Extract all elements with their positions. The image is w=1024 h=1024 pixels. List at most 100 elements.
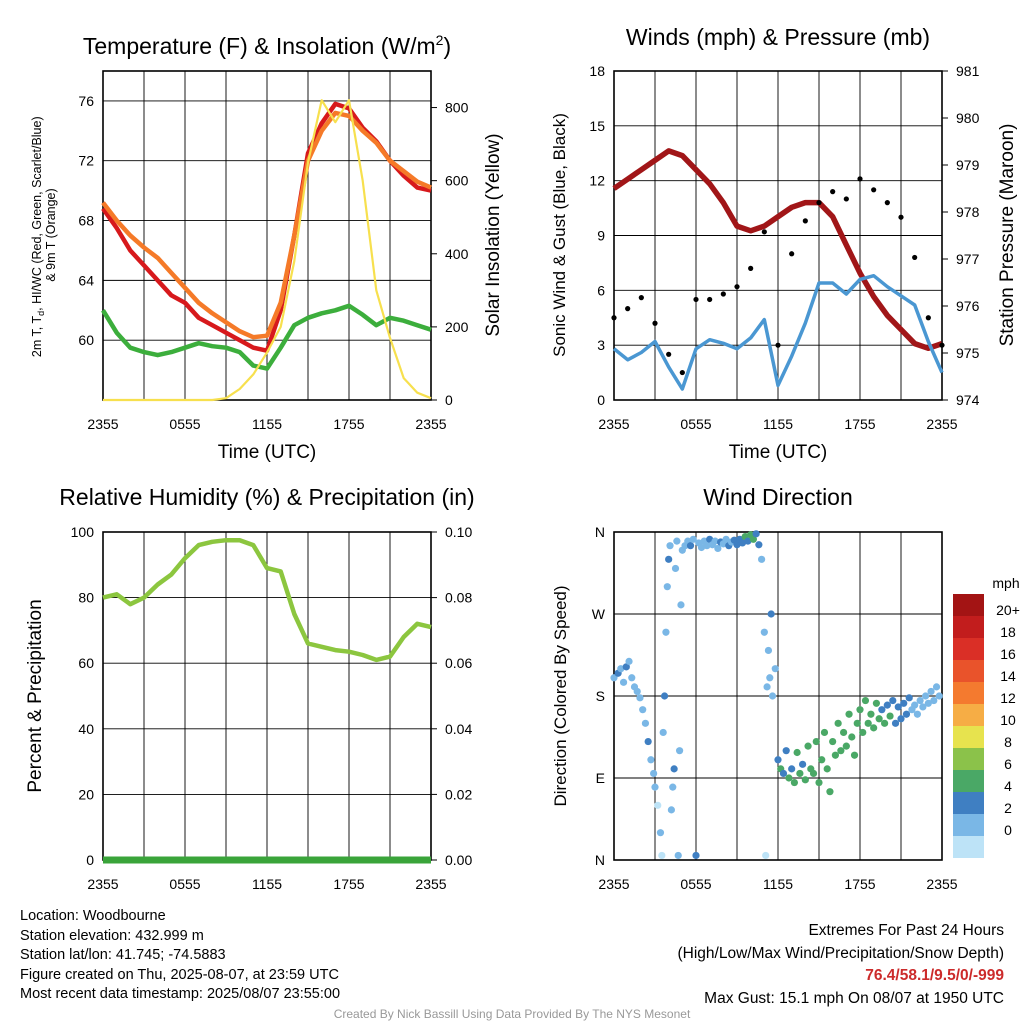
direction-point bbox=[782, 747, 790, 755]
direction-point bbox=[636, 694, 644, 702]
direction-point bbox=[722, 535, 730, 543]
direction-point bbox=[628, 674, 636, 682]
direction-point bbox=[790, 778, 799, 787]
panel-1-axes: 60 64 68 72 76 0 200 400 600 800 2355 0555 1155 1755 2… bbox=[78, 70, 469, 432]
direction-point bbox=[733, 541, 741, 549]
direction-point bbox=[834, 719, 842, 727]
direction-point bbox=[935, 692, 943, 700]
max-gust-text: Max Gust: 15.1 mph On 08/07 at 1950 UTC bbox=[704, 989, 1004, 1007]
panel1-xlabel: Time (UTC) bbox=[218, 442, 317, 463]
direction-point bbox=[752, 530, 760, 538]
panel2-title: Winds (mph) & Pressure (mb) bbox=[626, 24, 930, 50]
gust-point bbox=[638, 295, 644, 301]
direction-point bbox=[703, 542, 711, 550]
y-tick-label: 0 bbox=[86, 852, 94, 868]
y-tick-label: 80 bbox=[78, 590, 94, 606]
direction-point bbox=[932, 683, 941, 691]
series-rh bbox=[102, 537, 432, 663]
y2-tick-label: 977 bbox=[956, 251, 980, 267]
recent-text: Most recent data timestamp: 2025/08/07 2… bbox=[20, 986, 341, 1002]
direction-point bbox=[818, 756, 826, 764]
direction-point bbox=[875, 715, 883, 723]
direction-point bbox=[647, 756, 655, 764]
direction-point bbox=[671, 564, 680, 573]
direction-point bbox=[764, 646, 773, 655]
legend-label: 8 bbox=[1004, 734, 1012, 750]
direction-point bbox=[669, 783, 677, 791]
x-tick-label: 1755 bbox=[844, 416, 875, 432]
legend-swatch bbox=[953, 814, 984, 836]
gust-point bbox=[898, 214, 904, 220]
gust-point bbox=[871, 187, 877, 193]
y2-tick-label: 975 bbox=[956, 345, 980, 361]
legend-swatch bbox=[953, 616, 984, 638]
gust-point bbox=[939, 342, 945, 348]
gust-point bbox=[925, 315, 931, 321]
x-tick-label: 2355 bbox=[926, 876, 957, 892]
direction-point bbox=[870, 724, 878, 732]
gust-point bbox=[734, 284, 740, 290]
y2-tick-label: 981 bbox=[956, 63, 980, 79]
y-tick-label: 18 bbox=[589, 63, 605, 79]
series-dewpoint bbox=[101, 303, 432, 371]
location-text: Location: Woodbourne bbox=[20, 908, 166, 924]
y2-tick-label: 200 bbox=[445, 319, 469, 335]
x-tick-label: 2355 bbox=[87, 416, 118, 432]
direction-point bbox=[924, 699, 932, 707]
y-tick-label: 68 bbox=[78, 213, 94, 229]
gust-point bbox=[761, 229, 767, 235]
direction-point bbox=[768, 692, 777, 700]
y-tick-label: 60 bbox=[78, 655, 94, 671]
direction-point bbox=[927, 687, 935, 696]
x-tick-label: 2355 bbox=[598, 416, 629, 432]
x-tick-label: 1155 bbox=[763, 876, 793, 892]
x-tick-label: 0555 bbox=[169, 416, 200, 432]
legend-label: 4 bbox=[1004, 778, 1012, 794]
y2-tick-label: 0.00 bbox=[445, 852, 472, 868]
legend-swatch bbox=[953, 660, 984, 682]
gust-point bbox=[830, 189, 836, 195]
direction-point bbox=[859, 728, 867, 737]
elevation-text: Station elevation: 432.999 m bbox=[20, 927, 204, 944]
direction-point bbox=[767, 610, 775, 618]
y2-tick-label: 0 bbox=[445, 392, 453, 408]
x-tick-label: 1755 bbox=[333, 876, 364, 892]
direction-point bbox=[826, 788, 834, 796]
panel3-ylabel: Percent & Precipitation bbox=[25, 599, 46, 792]
x-tick-label: 2355 bbox=[415, 876, 446, 892]
legend-swatch bbox=[953, 748, 984, 770]
gust-point bbox=[912, 254, 918, 261]
gust-point bbox=[611, 315, 617, 321]
gust-point bbox=[625, 306, 631, 312]
direction-point bbox=[677, 601, 685, 609]
direction-point bbox=[842, 742, 850, 750]
direction-point bbox=[861, 696, 870, 705]
y-tick-label: 60 bbox=[78, 332, 94, 348]
direction-point bbox=[654, 801, 662, 809]
direction-point bbox=[848, 733, 856, 741]
direction-point bbox=[706, 535, 714, 543]
y-tick-label: 100 bbox=[71, 524, 95, 540]
gust-point bbox=[884, 200, 890, 206]
direction-point bbox=[762, 851, 770, 860]
gust-point bbox=[679, 369, 685, 376]
direction-point bbox=[820, 728, 829, 737]
x-tick-label: 2355 bbox=[415, 416, 446, 432]
direction-point bbox=[785, 774, 793, 782]
legend-label: 18 bbox=[1000, 624, 1016, 640]
plot-frame bbox=[613, 70, 943, 401]
direction-point bbox=[658, 851, 666, 860]
direction-point bbox=[711, 537, 719, 545]
direction-point bbox=[714, 544, 722, 553]
direction-point bbox=[744, 537, 752, 545]
x-tick-label: 2355 bbox=[926, 416, 957, 432]
legend-label: 16 bbox=[1000, 646, 1016, 662]
gust-point bbox=[666, 351, 672, 357]
direction-point bbox=[853, 719, 861, 727]
legend-label: 10 bbox=[1000, 712, 1016, 728]
latlon-text: Station lat/lon: 41.745; -74.5883 bbox=[20, 947, 226, 963]
direction-point bbox=[796, 769, 804, 778]
direction-point bbox=[633, 687, 641, 696]
direction-point bbox=[881, 719, 889, 727]
direction-point bbox=[856, 706, 864, 714]
